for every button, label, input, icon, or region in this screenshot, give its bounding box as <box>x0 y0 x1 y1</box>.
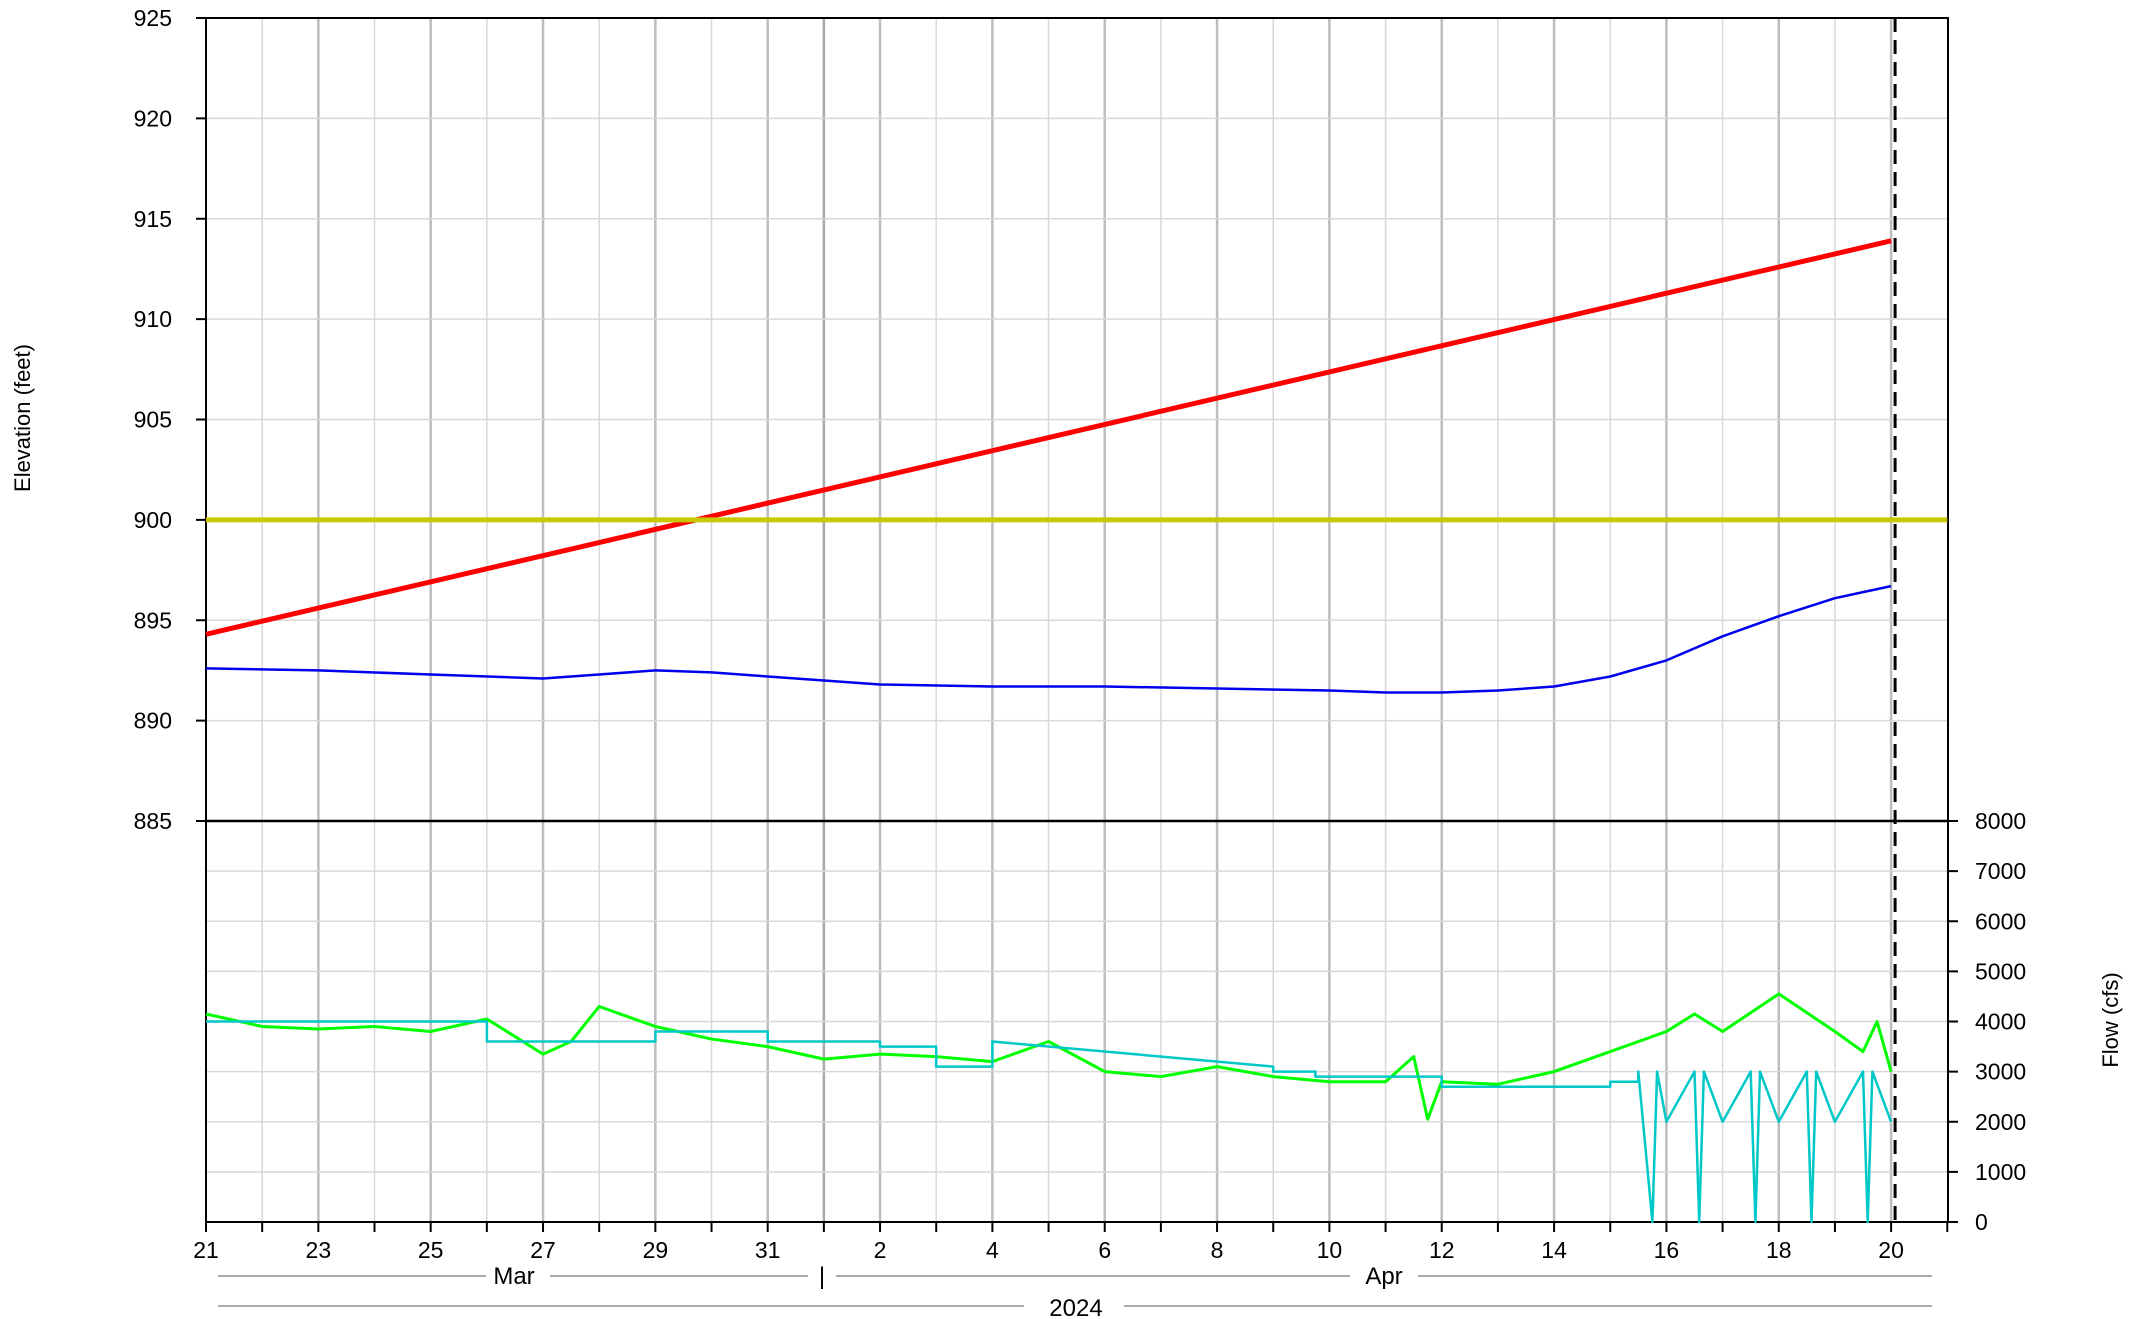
flow-tick-label: 0 <box>1975 1209 1988 1235</box>
x-tick-label: 10 <box>1317 1237 1343 1263</box>
month-separator: | <box>819 1263 825 1290</box>
x-tick-label: 21 <box>193 1237 219 1263</box>
flow-tick-label: 4000 <box>1975 1009 2026 1035</box>
x-tick-label: 27 <box>530 1237 556 1263</box>
x-tick-label: 2 <box>874 1237 887 1263</box>
flow-tick-label: 6000 <box>1975 908 2026 934</box>
flow-tick-label: 8000 <box>1975 808 2026 834</box>
elevation-tick-label: 900 <box>134 507 172 533</box>
x-tick-label: 31 <box>755 1237 781 1263</box>
elevation-tick-label: 920 <box>134 105 172 131</box>
x-tick-label: 8 <box>1211 1237 1224 1263</box>
flow-tick-label: 5000 <box>1975 958 2026 984</box>
elevation-tick-label: 915 <box>134 206 172 232</box>
flow-tick-label: 3000 <box>1975 1059 2026 1085</box>
flow-series-line-2 <box>206 1020 1893 1224</box>
elevation-tick-label: 925 <box>134 5 172 31</box>
elevation-axis-label: Elevation (feet) <box>10 344 35 492</box>
month-label-apr: Apr <box>1365 1263 1402 1290</box>
x-tick-label: 20 <box>1878 1237 1904 1263</box>
elevation-series <box>205 238 1948 694</box>
elevation-series-line-3 <box>205 584 1892 694</box>
x-tick-label: 6 <box>1098 1237 1111 1263</box>
flow-series <box>205 992 1893 1224</box>
x-tick-label: 18 <box>1766 1237 1792 1263</box>
year-label: 2024 <box>1049 1295 1102 1319</box>
x-tick-label: 4 <box>986 1237 999 1263</box>
flow-series-line-1 <box>205 992 1893 1121</box>
x-tick-label: 14 <box>1541 1237 1567 1263</box>
x-tick-label: 12 <box>1429 1237 1455 1263</box>
flow-tick-label: 1000 <box>1975 1159 2026 1185</box>
flow-tick-label: 2000 <box>1975 1109 2026 1135</box>
grid-lines <box>206 18 1948 1222</box>
axes: 925 920 915 910 905 900 895 890 885 8000 7000 6000 5… <box>134 5 2027 1263</box>
month-label-mar: Mar <box>493 1263 534 1290</box>
elevation-series-line-1 <box>205 238 1892 637</box>
elevation-tick-label: 910 <box>134 306 172 332</box>
elevation-tick-label: 895 <box>134 607 172 633</box>
x-tick-label: 25 <box>418 1237 444 1263</box>
x-tick-label: 23 <box>306 1237 332 1263</box>
flow-tick-label: 7000 <box>1975 858 2026 884</box>
elevation-tick-label: 885 <box>134 808 172 834</box>
flow-axis-label: Flow (cfs) <box>2098 972 2123 1067</box>
x-tick-label: 16 <box>1654 1237 1680 1263</box>
elevation-tick-label: 890 <box>134 708 172 734</box>
elevation-tick-label: 905 <box>134 407 172 433</box>
x-axis-group-labels: Mar | Apr 2024 <box>218 1263 1932 1319</box>
x-tick-label: 29 <box>643 1237 669 1263</box>
